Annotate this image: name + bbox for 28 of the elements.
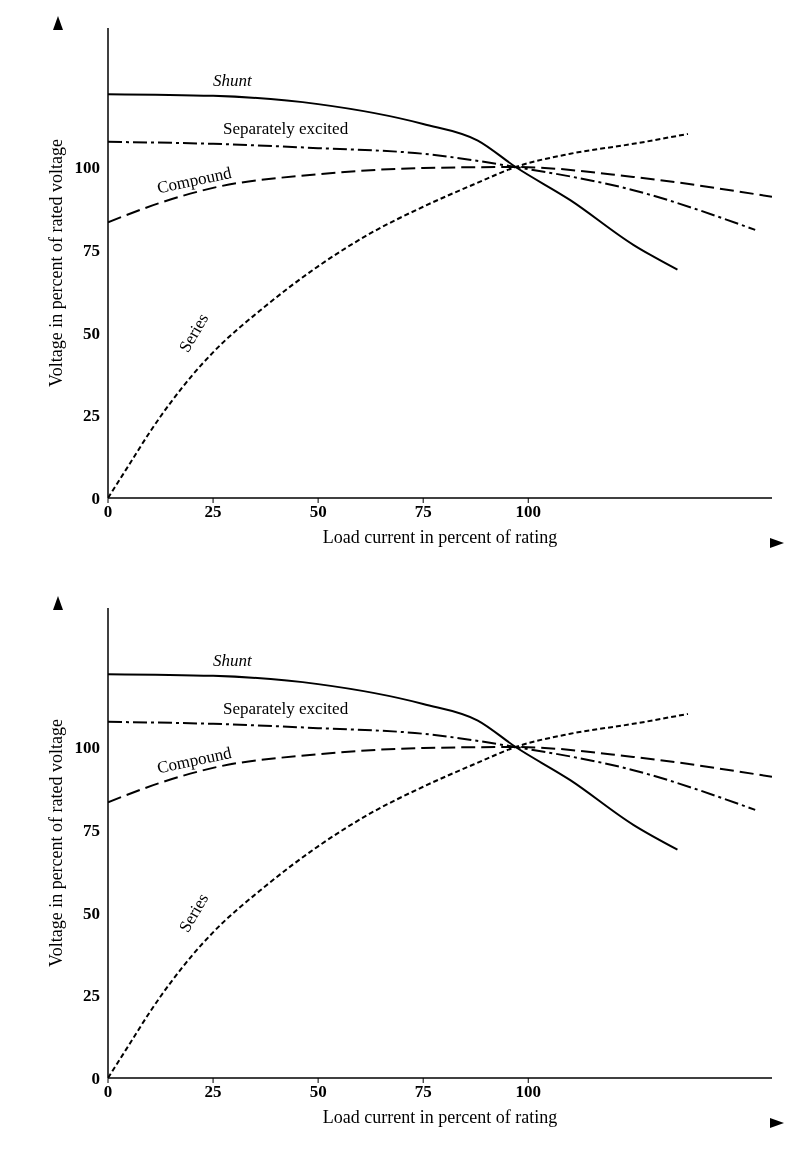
x-tick-label: 100: [515, 502, 541, 522]
x-axis-title: Load current in percent of rating: [322, 527, 558, 547]
x-tick-label: 50: [309, 502, 327, 522]
y-tick-label: 25: [83, 986, 100, 1006]
text: Compound: [155, 742, 234, 778]
text: Compound: [155, 162, 234, 198]
y-tick-label: 0: [91, 489, 100, 509]
x-tick-label: 75: [414, 1082, 432, 1102]
series-label: Shunt: [213, 650, 254, 670]
y-tick-label: 50: [83, 903, 100, 923]
y-tick-label: 100: [74, 738, 100, 758]
x-axis-title: Load current in percent of rating: [322, 1107, 558, 1127]
y-tick-label: 25: [83, 406, 100, 426]
series-label: Separately excited: [223, 698, 349, 718]
x-tick-label: 50: [309, 1082, 327, 1102]
y-tick-label: 0: [91, 1069, 100, 1089]
x-tick-label: 25: [204, 502, 222, 522]
x-tick-label: 25: [204, 1082, 222, 1102]
x-tick-label: 100: [515, 1082, 541, 1102]
y-tick-label: 100: [74, 158, 100, 178]
y-axis-title: Voltage in percent of rated voltage: [46, 138, 67, 388]
y-tick-label: 75: [83, 240, 100, 260]
x-tick-label: 75: [414, 502, 432, 522]
series-label: Separately excited: [223, 118, 349, 138]
series-label: Shunt: [213, 70, 254, 90]
y-tick-label: 50: [83, 323, 100, 343]
y-tick-label: 75: [83, 820, 100, 840]
y-axis-title: Voltage in percent of rated voltage: [46, 718, 67, 968]
